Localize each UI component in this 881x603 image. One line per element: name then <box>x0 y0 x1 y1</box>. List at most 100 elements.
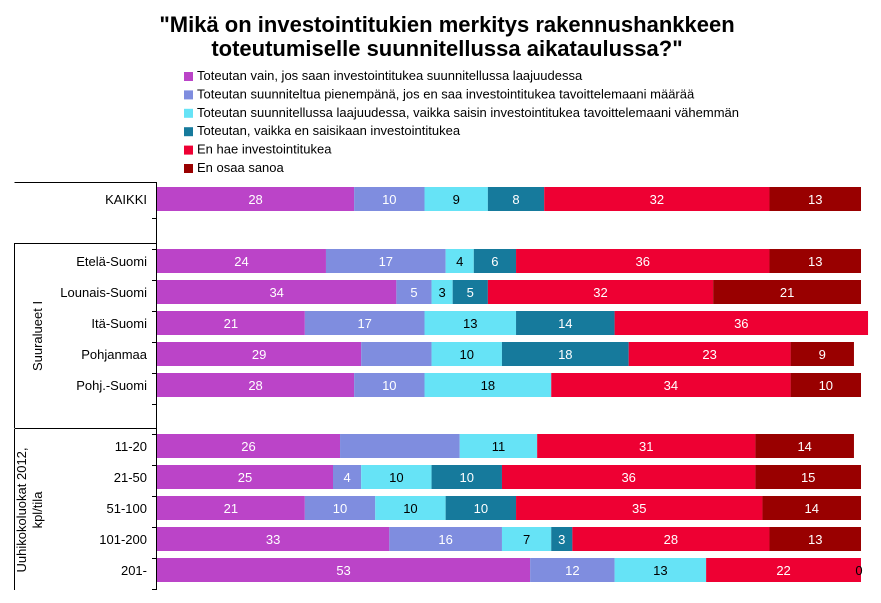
value-label-9-series-4: 10 <box>474 501 488 516</box>
value-label-11-series-6: 0 <box>855 563 862 578</box>
category-label-4: Itä-Suomi <box>91 316 147 331</box>
bar-7-series-3 <box>459 434 538 458</box>
value-label-4-series-3: 13 <box>463 316 477 331</box>
value-label-6-series-1: 28 <box>248 378 262 393</box>
bar-11-series-3 <box>614 558 707 582</box>
value-label-9-series-3: 10 <box>403 501 417 516</box>
value-label-6-series-3: 18 <box>481 378 495 393</box>
legend-label-3: Toteutan suunnitellussa laajuudessa, vai… <box>197 105 739 120</box>
bar-1-series-2 <box>354 187 425 211</box>
bar-3-series-2 <box>396 280 432 304</box>
legend-label-6: En osaa sanoa <box>197 160 285 175</box>
bar-7-series-6 <box>755 434 854 458</box>
bar-6-series-5 <box>551 373 791 397</box>
bar-2-series-1 <box>157 249 326 273</box>
value-label-8-series-6: 15 <box>801 470 815 485</box>
bar-3-series-6 <box>713 280 861 304</box>
value-label-1-series-4: 8 <box>512 192 519 207</box>
value-label-1-series-5: 32 <box>650 192 664 207</box>
value-label-10-series-6: 13 <box>808 532 822 547</box>
value-label-9-series-5: 35 <box>632 501 646 516</box>
category-label-2: Etelä-Suomi <box>76 254 147 269</box>
bar-7-series-2 <box>340 434 460 458</box>
bar-2-series-2 <box>325 249 446 273</box>
legend-swatch-5 <box>184 145 193 155</box>
value-label-2-series-3: 4 <box>456 254 463 269</box>
bar-4-series-4 <box>516 311 615 335</box>
bar-3-series-3 <box>431 280 453 304</box>
value-label-7-series-5: 31 <box>639 439 653 454</box>
bar-5-series-3 <box>431 342 502 366</box>
value-label-3-series-4: 5 <box>467 285 474 300</box>
bar-10-series-5 <box>572 527 770 551</box>
value-label-3-series-3: 3 <box>439 285 446 300</box>
value-label-10-series-4: 3 <box>558 532 565 547</box>
chart-title-line-2: toteutumiselle suunnitellussa aikataulus… <box>211 36 682 61</box>
group-labels: Suuralueet I Uuhikokoluokat 2012, kpl/tila <box>14 301 45 573</box>
value-label-9-series-6: 14 <box>804 501 818 516</box>
bar-1-series-3 <box>424 187 488 211</box>
category-label-1: KAIKKI <box>105 192 147 207</box>
legend-label-4: Toteutan, vaikka en saisikaan investoint… <box>197 123 461 138</box>
value-label-5-series-6: 9 <box>819 347 826 362</box>
value-label-5-series-4: 18 <box>558 347 572 362</box>
category-labels: KAIKKI Etelä-Suomi Lounais-Suomi Itä-Suomi P… <box>60 192 147 578</box>
bar-5-series-6 <box>790 342 854 366</box>
value-label-8-series-3: 10 <box>389 470 403 485</box>
bar-1-series-1 <box>157 187 355 211</box>
bar-2-series-4 <box>473 249 517 273</box>
bar-6-series-1 <box>157 373 355 397</box>
legend-swatch-6 <box>184 164 193 173</box>
bar-7-series-1 <box>157 434 341 458</box>
bar-2-series-6 <box>769 249 861 273</box>
value-label-6-series-2: 10 <box>382 378 396 393</box>
value-label-11-series-3: 13 <box>653 563 667 578</box>
value-label-11-series-2: 12 <box>565 563 579 578</box>
value-label-2-series-6: 13 <box>808 254 822 269</box>
value-label-2-series-1: 24 <box>234 254 248 269</box>
value-label-7-series-3: 11 <box>492 439 506 454</box>
category-label-3: Lounais-Suomi <box>60 285 147 300</box>
value-label-7-series-6: 14 <box>797 439 811 454</box>
value-label-9-series-1: 21 <box>224 501 238 516</box>
bar-8-series-3 <box>361 465 432 489</box>
category-label-8: 21-50 <box>114 470 147 485</box>
bar-9-series-2 <box>304 496 376 520</box>
bar-9-series-6 <box>762 496 861 520</box>
bar-8-series-4 <box>431 465 502 489</box>
value-label-2-series-4: 6 <box>491 254 498 269</box>
value-label-10-series-3: 7 <box>523 532 530 547</box>
bar-8-series-6 <box>755 465 861 489</box>
bar-4-series-5 <box>614 311 869 335</box>
value-label-8-series-2: 4 <box>343 470 350 485</box>
bar-11-series-2 <box>530 558 615 582</box>
value-label-8-series-1: 25 <box>238 470 252 485</box>
bar-6-series-3 <box>424 373 552 397</box>
bar-10-series-1 <box>157 527 390 551</box>
value-label-9-series-2: 10 <box>333 501 347 516</box>
bar-1-series-4 <box>487 187 545 211</box>
value-label-11-series-5: 22 <box>776 563 790 578</box>
bar-10-series-6 <box>769 527 861 551</box>
legend-swatch-4 <box>184 127 193 137</box>
bar-4-series-1 <box>157 311 305 335</box>
group-label-uuhikokoluokat-line-1: Uuhikokoluokat 2012, <box>14 447 29 572</box>
value-label-5-series-3: 10 <box>460 347 474 362</box>
legend-label-5: En hae investointitukea <box>197 142 332 157</box>
value-label-3-series-6: 21 <box>780 285 794 300</box>
bar-11-series-1 <box>157 558 531 582</box>
bar-9-series-4 <box>445 496 517 520</box>
value-label-8-series-4: 10 <box>460 470 474 485</box>
group-label-suuralueet: Suuralueet I <box>30 301 45 371</box>
value-label-3-series-5: 32 <box>593 285 607 300</box>
bar-1-series-5 <box>544 187 770 211</box>
category-label-6: Pohj.-Suomi <box>76 378 147 393</box>
legend-swatch-1 <box>184 72 193 81</box>
category-axis-frame <box>14 182 157 590</box>
value-label-4-series-5: 36 <box>734 316 748 331</box>
bar-9-series-5 <box>516 496 763 520</box>
legend-label-1: Toteutan vain, jos saan investointitukea… <box>197 68 583 83</box>
bar-10-series-2 <box>389 527 502 551</box>
